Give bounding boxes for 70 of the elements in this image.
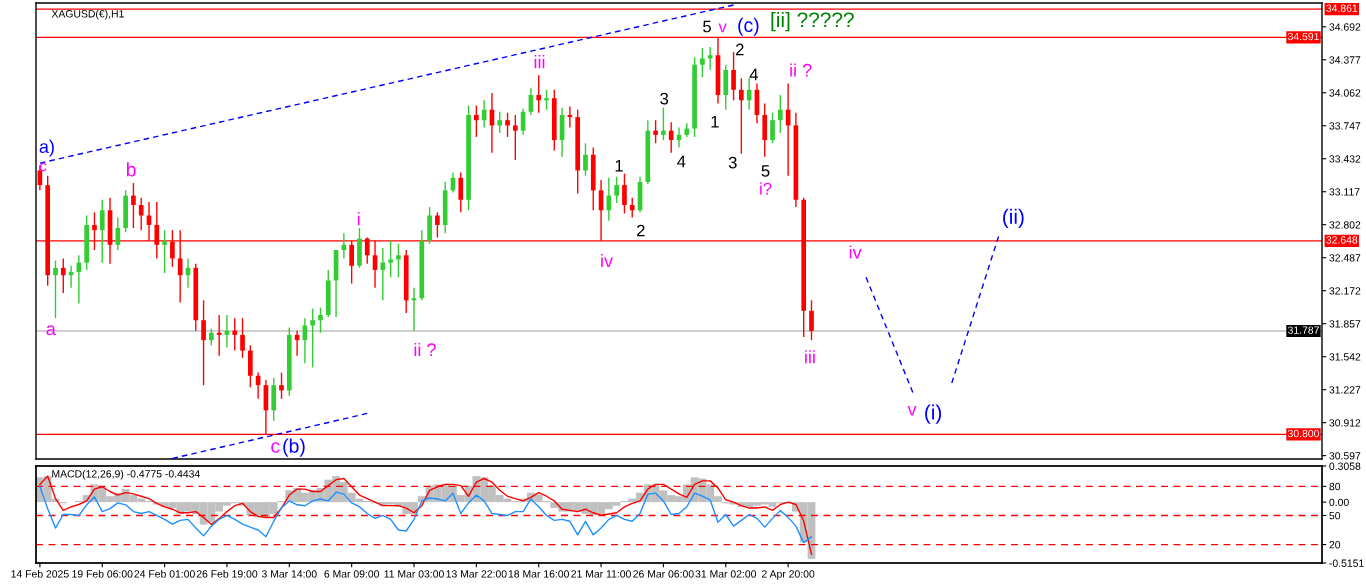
annotation: 1 — [615, 159, 623, 172]
annotation: 3 — [728, 156, 737, 169]
y2-tick-label: 80 — [1329, 482, 1341, 491]
annotation: c — [39, 162, 47, 172]
annotation: a) — [39, 139, 54, 157]
annotation: a — [46, 325, 56, 336]
annotation: 1 — [711, 115, 719, 128]
annotation: v — [907, 406, 917, 416]
y-tick-label: 31.542 — [1329, 353, 1361, 361]
annotation: iii — [534, 55, 545, 69]
y-tick-label: 33.117 — [1329, 188, 1360, 196]
y-tick-label: -0.5151 — [1329, 559, 1364, 567]
annotation: 2 — [736, 43, 744, 56]
annotation: iii — [805, 350, 815, 364]
x-tick-label: 18 Mar 16:00 — [508, 570, 569, 578]
annotation: 5 — [703, 20, 711, 33]
annotation: v — [718, 23, 727, 33]
annotation: 5 — [761, 165, 770, 177]
y2-tick-label: 50 — [1329, 511, 1341, 520]
annotation: ii ? — [790, 63, 812, 77]
annotation: i — [357, 212, 360, 226]
x-tick-label: 24 Feb 01:00 — [134, 569, 195, 578]
x-tick-label: 31 Mar 02:00 — [695, 570, 757, 578]
y-tick-label: 0.00 — [1329, 498, 1349, 507]
y-tick-label: 34.062 — [1329, 89, 1361, 97]
x-tick-label: 26 Feb 19:00 — [196, 569, 258, 578]
text: XAGUSD(€),H1 — [51, 9, 124, 20]
x-tick-label: 19 Feb 06:00 — [72, 569, 133, 578]
annotation: 2 — [637, 224, 645, 237]
annotation: 3 — [660, 92, 669, 105]
y-tick-label: 0.3058 — [1329, 462, 1361, 470]
ref-line-label: 34.591 — [1287, 32, 1319, 41]
annotation: iv — [849, 245, 862, 259]
y-tick-label: 33.432 — [1329, 155, 1361, 163]
ref-line-label: 32.648 — [1326, 236, 1358, 244]
y-tick-label: 32.172 — [1329, 287, 1361, 295]
x-tick-label: 3 Mar 14:00 — [261, 570, 317, 578]
x-tick-label: 14 Feb 2025 — [11, 569, 69, 578]
y-tick-label: 31.857 — [1329, 320, 1361, 328]
x-tick-label: 13 Mar 22:00 — [446, 570, 507, 578]
ref-line-label: 34.861 — [1326, 4, 1358, 12]
x-tick-label: 11 Mar 03:00 — [384, 570, 444, 578]
annotation: i? — [760, 182, 772, 195]
annotation: ii ? — [414, 342, 436, 356]
annotation: 4 — [677, 155, 686, 168]
y-tick-label: 31.227 — [1329, 386, 1361, 394]
y-tick-label: 34.692 — [1329, 23, 1361, 31]
y-tick-label: 30.912 — [1329, 419, 1361, 427]
annotation: 4 — [749, 68, 758, 81]
ref-line-label: 31.787 — [1287, 326, 1319, 334]
ref-line-label: 30.800 — [1287, 429, 1320, 438]
x-tick-label: 21 Mar 11:00 — [571, 570, 631, 578]
y-tick-label: 32.487 — [1329, 254, 1361, 262]
y-tick-label: 34.377 — [1329, 56, 1361, 64]
chart-title: MACD(12,26,9) -0.4775 -0.4434 — [52, 469, 200, 480]
y-tick-label: 33.747 — [1329, 122, 1361, 130]
annotation: (b) — [283, 438, 305, 457]
annotation: [ii] ????? — [771, 11, 854, 32]
annotation: b — [126, 162, 136, 177]
annotation: (i) — [925, 404, 942, 424]
x-tick-label: 2 Apr 20:00 — [762, 570, 815, 580]
x-tick-label: 26 Mar 06:00 — [633, 570, 694, 578]
annotation: c — [271, 442, 280, 453]
x-tick-label: 6 Mar 09:00 — [324, 570, 380, 578]
y2-tick-label: 20 — [1329, 541, 1341, 549]
y-tick-label: 30.597 — [1329, 452, 1361, 460]
annotation: (c) — [738, 17, 759, 36]
annotation: (ii) — [1003, 208, 1024, 229]
annotation: iv — [601, 253, 613, 267]
y-tick-label: 32.802 — [1329, 221, 1361, 229]
